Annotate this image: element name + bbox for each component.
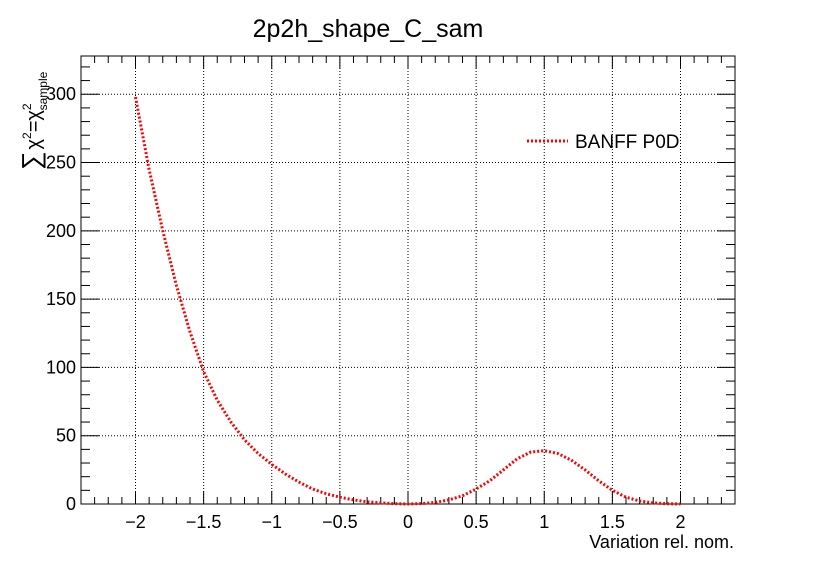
y-label-chi: χ xyxy=(23,138,45,149)
y-label-chi2: χ xyxy=(23,110,45,121)
y-tick-label: 100 xyxy=(46,357,76,377)
plot-frame xyxy=(80,55,736,505)
y-axis-label: ∑χ2=χ2 sample xyxy=(16,71,50,170)
x-axis-label: Variation rel. nom. xyxy=(589,532,734,552)
y-tick-label: 50 xyxy=(56,426,76,446)
x-tick-label: −1 xyxy=(261,512,282,532)
y-label-sub: sample xyxy=(36,71,50,110)
x-axis: −2 −1.5 −1 −0.5 0 0.5 1 1.5 2 xyxy=(80,56,736,532)
x-tick-label: 1 xyxy=(539,512,549,532)
x-tick-label: −2 xyxy=(125,512,146,532)
x-tick-label: 1.5 xyxy=(600,512,625,532)
y-label-sup: 2 xyxy=(20,132,34,139)
legend-label: BANFF P0D xyxy=(575,132,680,153)
x-tick-label: 2 xyxy=(675,512,685,532)
y-tick-label: 200 xyxy=(46,221,76,241)
series-group xyxy=(134,96,681,506)
y-axis: 0 50 100 150 200 250 300 xyxy=(46,66,735,514)
y-tick-label: 0 xyxy=(66,494,76,514)
x-tick-label: −1.5 xyxy=(186,512,222,532)
legend: BANFF P0D xyxy=(527,132,680,153)
series-line xyxy=(134,96,681,506)
x-tick-label: 0.5 xyxy=(464,512,489,532)
y-tick-label: 300 xyxy=(46,84,76,104)
grid-lines xyxy=(81,56,735,505)
y-tick-label: 250 xyxy=(46,153,76,173)
x-tick-label: 0 xyxy=(403,512,413,532)
x-tick-label: −0.5 xyxy=(322,512,358,532)
y-tick-label: 150 xyxy=(46,289,76,309)
chart-title: 2p2h_shape_C_sam xyxy=(253,15,484,43)
y-label-eq: = xyxy=(23,121,45,133)
y-label-sum: ∑ xyxy=(16,151,46,170)
y-label-sup2: 2 xyxy=(20,103,34,110)
